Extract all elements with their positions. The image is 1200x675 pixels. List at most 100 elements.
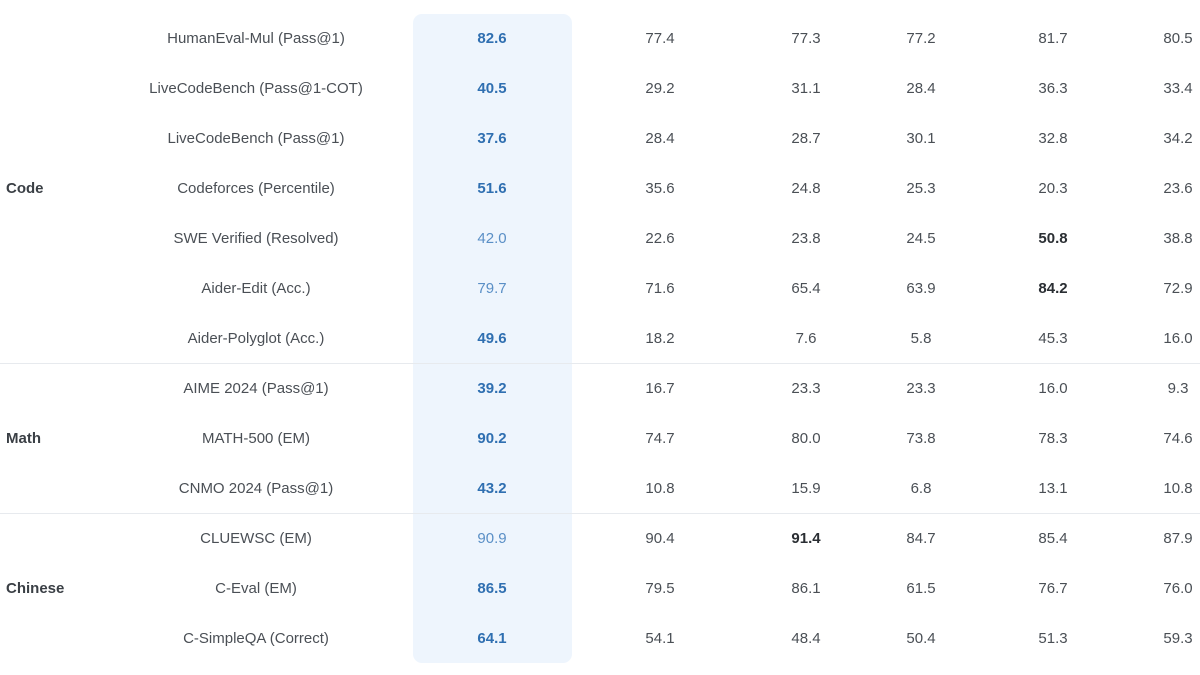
model-score-col-3: 23.3: [906, 380, 936, 397]
model-score-col-2: 91.4: [791, 530, 821, 547]
model-score-col-4: 85.4: [1038, 530, 1068, 547]
model-score-col-3: 28.4: [906, 80, 936, 97]
model-score-col-2: 48.4: [791, 630, 821, 647]
model-score-col-4: 36.3: [1038, 80, 1068, 97]
group-divider: [0, 363, 1200, 364]
model-score-col-5: 23.6: [1163, 180, 1193, 197]
model-score-col-2: 77.3: [791, 30, 821, 47]
model-score-col-5: 59.3: [1163, 630, 1193, 647]
table-row: C-SimpleQA (Correct) 64.1 54.1 48.4 50.4 51.3…: [0, 614, 1200, 664]
table-row: CLUEWSC (EM) 90.9 90.4 91.4 84.7 85.4 87.9: [0, 514, 1200, 564]
model-score-col-1: 29.2: [645, 80, 675, 97]
group-divider: [0, 513, 1200, 514]
model-score-col-4: 45.3: [1038, 330, 1068, 347]
model-score-col-5: 76.0: [1163, 580, 1193, 597]
benchmark-name: CNMO 2024 (Pass@1): [178, 480, 334, 497]
model-score-col-2: 23.8: [791, 230, 821, 247]
model-score-col-4: 50.8: [1038, 230, 1068, 247]
model-score-col-1: 90.4: [645, 530, 675, 547]
model-score-col-3: 25.3: [906, 180, 936, 197]
model-score-col-3: 63.9: [906, 280, 936, 297]
model-score-col-1: 79.5: [645, 580, 675, 597]
group-label-chinese: Chinese: [6, 580, 65, 597]
model-score-col-5: 38.8: [1163, 230, 1193, 247]
model-score-col-2: 23.3: [791, 380, 821, 397]
highlighted-model-column: [413, 14, 572, 663]
highlighted-model-score: 40.5: [477, 80, 507, 97]
table-row: LiveCodeBench (Pass@1-COT) 40.5 29.2 31.1 28…: [0, 64, 1200, 114]
model-score-col-1: 18.2: [645, 330, 675, 347]
table-row: AIME 2024 (Pass@1) 39.2 16.7 23.3 23.3 16.0 9.…: [0, 364, 1200, 414]
benchmark-name: HumanEval-Mul (Pass@1): [167, 30, 345, 47]
group-label-math: Math: [6, 430, 41, 447]
model-score-col-2: 7.6: [795, 330, 817, 347]
table-row: Aider-Polyglot (Acc.) 49.6 18.2 7.6 5.8 45.3 1…: [0, 314, 1200, 364]
model-score-col-1: 10.8: [645, 480, 675, 497]
benchmark-name: CLUEWSC (EM): [200, 530, 312, 547]
model-score-col-5: 72.9: [1163, 280, 1193, 297]
benchmark-name: C-Eval (EM): [215, 580, 297, 597]
table-row: MATH-500 (EM) 90.2 74.7 80.0 73.8 78.3 74.6: [0, 414, 1200, 464]
model-score-col-4: 78.3: [1038, 430, 1068, 447]
model-score-col-4: 51.3: [1038, 630, 1068, 647]
model-score-col-2: 24.8: [791, 180, 821, 197]
highlighted-model-score: 49.6: [477, 330, 507, 347]
highlighted-model-score: 51.6: [477, 180, 507, 197]
model-score-col-5: 10.8: [1163, 480, 1193, 497]
benchmark-name: AIME 2024 (Pass@1): [183, 380, 329, 397]
highlighted-model-score: 90.9: [477, 530, 507, 547]
model-score-col-3: 73.8: [906, 430, 936, 447]
highlighted-model-score: 90.2: [477, 430, 507, 447]
model-score-col-4: 20.3: [1038, 180, 1068, 197]
model-score-col-2: 15.9: [791, 480, 821, 497]
highlighted-model-score: 79.7: [477, 280, 507, 297]
model-score-col-2: 86.1: [791, 580, 821, 597]
highlighted-model-score: 37.6: [477, 130, 507, 147]
model-score-col-3: 61.5: [906, 580, 936, 597]
highlighted-model-score: 82.6: [477, 30, 507, 47]
model-score-col-3: 84.7: [906, 530, 936, 547]
model-score-col-1: 74.7: [645, 430, 675, 447]
highlighted-model-score: 43.2: [477, 480, 507, 497]
model-score-col-5: 74.6: [1163, 430, 1193, 447]
group-label-code: Code: [6, 180, 44, 197]
model-score-col-3: 6.8: [910, 480, 932, 497]
model-score-col-1: 54.1: [645, 630, 675, 647]
benchmark-name: LiveCodeBench (Pass@1-COT): [149, 80, 363, 97]
table-row: Aider-Edit (Acc.) 79.7 71.6 65.4 63.9 84.2 72.…: [0, 264, 1200, 314]
benchmark-name: SWE Verified (Resolved): [173, 230, 339, 247]
model-score-col-3: 24.5: [906, 230, 936, 247]
table-row: LiveCodeBench (Pass@1) 37.6 28.4 28.7 30.1 32…: [0, 114, 1200, 164]
model-score-col-1: 28.4: [645, 130, 675, 147]
benchmark-name: Codeforces (Percentile): [177, 180, 335, 197]
model-score-col-4: 32.8: [1038, 130, 1068, 147]
model-score-col-4: 84.2: [1038, 280, 1068, 297]
model-score-col-2: 31.1: [791, 80, 821, 97]
model-score-col-3: 77.2: [906, 30, 936, 47]
model-score-col-1: 35.6: [645, 180, 675, 197]
model-score-col-4: 81.7: [1038, 30, 1068, 47]
benchmark-name: MATH-500 (EM): [201, 430, 311, 447]
model-score-col-5: 16.0: [1163, 330, 1193, 347]
table-row: CNMO 2024 (Pass@1) 43.2 10.8 15.9 6.8 13.1 10.…: [0, 464, 1200, 514]
model-score-col-4: 16.0: [1038, 380, 1068, 397]
model-score-col-4: 76.7: [1038, 580, 1068, 597]
model-score-col-2: 80.0: [791, 430, 821, 447]
model-score-col-2: 65.4: [791, 280, 821, 297]
benchmark-name: Aider-Polyglot (Acc.): [187, 330, 325, 347]
highlighted-model-score: 86.5: [477, 580, 507, 597]
highlighted-model-score: 39.2: [477, 380, 507, 397]
model-score-col-1: 77.4: [645, 30, 675, 47]
table-row: Codeforces (Percentile) 51.6 35.6 24.8 25.3 2…: [0, 164, 1200, 214]
table-row: SWE Verified (Resolved) 42.0 22.6 23.8 24.5 5…: [0, 214, 1200, 264]
model-score-col-5: 80.5: [1163, 30, 1193, 47]
model-score-col-3: 5.8: [910, 330, 932, 347]
model-score-col-4: 13.1: [1038, 480, 1068, 497]
highlighted-model-score: 42.0: [477, 230, 507, 247]
model-score-col-2: 28.7: [791, 130, 821, 147]
model-score-col-5: 34.2: [1163, 130, 1193, 147]
benchmark-name: LiveCodeBench (Pass@1): [167, 130, 345, 147]
model-score-col-1: 16.7: [645, 380, 675, 397]
model-score-col-5: 33.4: [1163, 80, 1193, 97]
